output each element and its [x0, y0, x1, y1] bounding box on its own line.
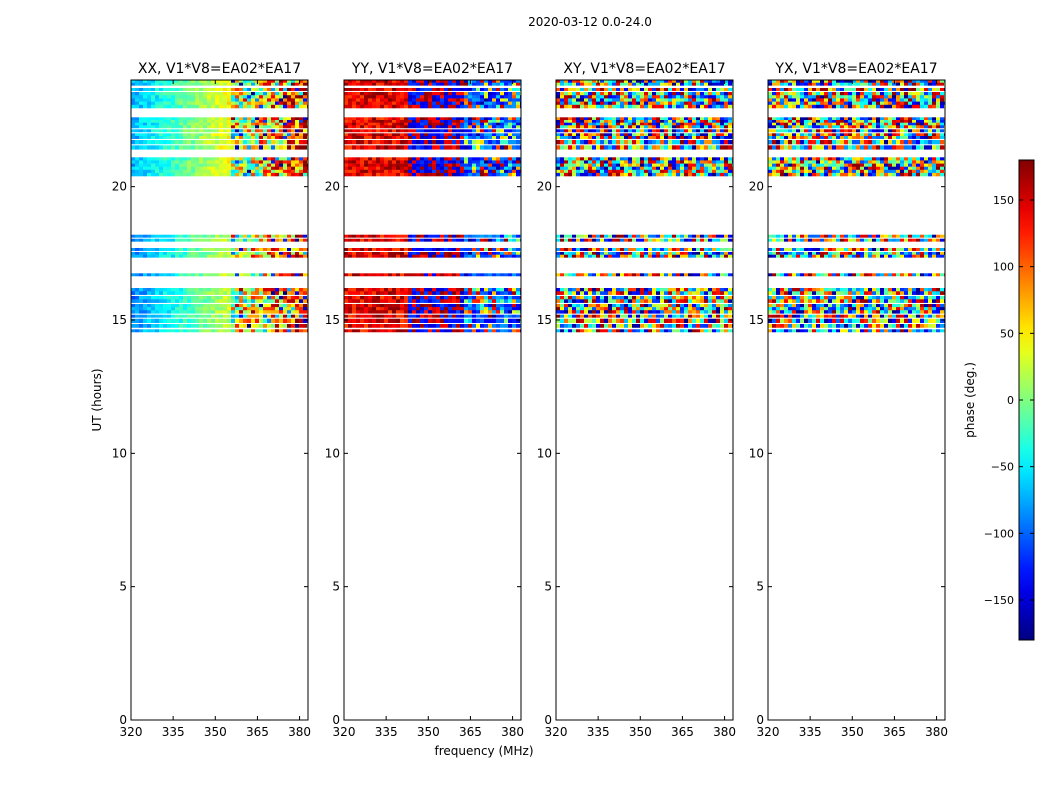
heatmap-cells: [556, 80, 733, 333]
x-tick-label: 350: [629, 725, 652, 739]
figure-suptitle: 2020-03-12 0.0-24.0: [528, 15, 652, 29]
panel-1: XX, V1*V8=EA02*EA17 320 335 350 365 380 0 5 10 15…: [112, 61, 311, 739]
y-tick-label: 20: [537, 180, 552, 194]
x-tick-label: 380: [925, 725, 948, 739]
y-tick-label: 20: [112, 180, 127, 194]
colorbar-tick-label: −50: [991, 461, 1014, 474]
x-tick-label: 320: [120, 725, 143, 739]
x-tick-label: 335: [375, 725, 398, 739]
panel-4: YX, V1*V8=EA02*EA17 320 335 350 365 380 0 5 10 15…: [749, 61, 948, 739]
panel-frame: [555, 79, 734, 721]
x-tick-label: 365: [671, 725, 694, 739]
panel-frame: [343, 79, 522, 721]
x-tick-label: 380: [501, 725, 524, 739]
x-tick-label: 335: [162, 725, 185, 739]
y-axis-label: UT (hours): [90, 368, 104, 431]
colorbar-tick-label: −150: [984, 594, 1014, 607]
panel-3: XY, V1*V8=EA02*EA17 320 335 350 365 380 0 5 10 15…: [537, 61, 736, 739]
x-tick-label: 320: [333, 725, 356, 739]
colorbar-tick-label: 100: [993, 261, 1014, 274]
y-tick-label: 20: [325, 180, 340, 194]
panel-title: XY, V1*V8=EA02*EA17: [563, 61, 725, 77]
y-tick-label: 0: [544, 713, 552, 727]
y-tick-label: 5: [544, 580, 552, 594]
panel-2: YY, V1*V8=EA02*EA17 320 335 350 365 380 0 5 10 15…: [325, 61, 524, 739]
colorbar-tick-label: 0: [1007, 394, 1014, 407]
y-tick-label: 10: [112, 446, 127, 460]
y-tick-label: 5: [756, 580, 764, 594]
y-tick-label: 15: [749, 313, 764, 327]
x-tick-label: 320: [757, 725, 780, 739]
colorbar-tick-label: 150: [993, 194, 1014, 207]
x-tick-label: 335: [799, 725, 822, 739]
panel-frame: [767, 79, 946, 721]
y-tick-label: 10: [749, 446, 764, 460]
y-tick-label: 10: [537, 446, 552, 460]
y-tick-label: 15: [325, 313, 340, 327]
y-tick-label: 15: [112, 313, 127, 327]
y-tick-label: 15: [537, 313, 552, 327]
y-tick-label: 0: [332, 713, 340, 727]
y-tick-label: 0: [756, 713, 764, 727]
y-tick-label: 5: [119, 580, 127, 594]
x-tick-label: 365: [883, 725, 906, 739]
x-tick-label: 350: [841, 725, 864, 739]
heatmap-cells: [768, 80, 945, 333]
y-tick-label: 10: [325, 446, 340, 460]
colorbar: −150 −100 −50 0 50 100 150: [984, 159, 1035, 641]
x-tick-label: 350: [204, 725, 227, 739]
x-axis-label: frequency (MHz): [434, 744, 533, 758]
panel-title: XX, V1*V8=EA02*EA17: [138, 61, 301, 77]
x-tick-label: 320: [545, 725, 568, 739]
y-tick-label: 5: [332, 580, 340, 594]
panel-title: YX, V1*V8=EA02*EA17: [774, 61, 937, 77]
heatmap-cells: [344, 80, 521, 333]
colorbar-label: phase (deg.): [963, 362, 977, 438]
x-tick-label: 380: [288, 725, 311, 739]
panels: XX, V1*V8=EA02*EA17 320 335 350 365 380 0 5 10 15…: [112, 61, 948, 739]
panel-title: YY, V1*V8=EA02*EA17: [351, 61, 513, 77]
x-tick-label: 335: [587, 725, 610, 739]
y-tick-label: 20: [749, 180, 764, 194]
colorbar-tick-label: −100: [984, 527, 1014, 540]
x-tick-label: 365: [459, 725, 482, 739]
y-tick-label: 0: [119, 713, 127, 727]
colorbar-tick-label: 50: [1000, 327, 1014, 340]
x-tick-label: 350: [417, 725, 440, 739]
panel-frame: [130, 79, 309, 721]
x-tick-label: 380: [713, 725, 736, 739]
x-tick-label: 365: [246, 725, 269, 739]
heatmap-cells: [131, 80, 308, 333]
